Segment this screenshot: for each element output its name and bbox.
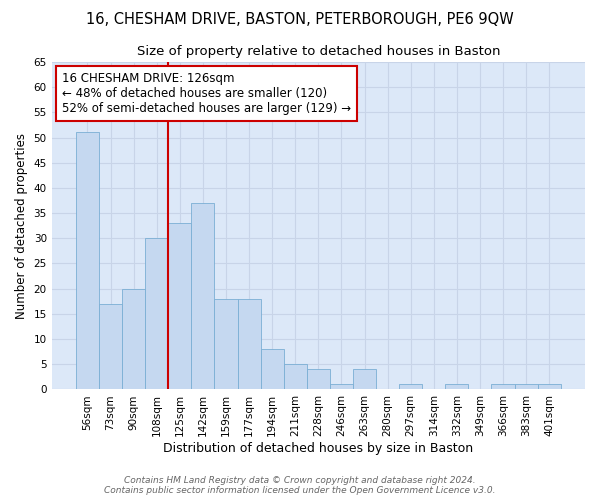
- Bar: [122, 288, 145, 390]
- Bar: [214, 299, 238, 390]
- Bar: [191, 203, 214, 390]
- Bar: [330, 384, 353, 390]
- Bar: [538, 384, 561, 390]
- Y-axis label: Number of detached properties: Number of detached properties: [15, 132, 28, 318]
- Bar: [238, 299, 260, 390]
- Bar: [445, 384, 469, 390]
- Bar: [353, 370, 376, 390]
- Bar: [284, 364, 307, 390]
- Bar: [307, 370, 330, 390]
- Bar: [168, 223, 191, 390]
- Bar: [399, 384, 422, 390]
- Bar: [491, 384, 515, 390]
- Bar: [145, 238, 168, 390]
- Text: Contains HM Land Registry data © Crown copyright and database right 2024.
Contai: Contains HM Land Registry data © Crown c…: [104, 476, 496, 495]
- Title: Size of property relative to detached houses in Baston: Size of property relative to detached ho…: [137, 45, 500, 58]
- Bar: [99, 304, 122, 390]
- Bar: [515, 384, 538, 390]
- Bar: [76, 132, 99, 390]
- Text: 16 CHESHAM DRIVE: 126sqm
← 48% of detached houses are smaller (120)
52% of semi-: 16 CHESHAM DRIVE: 126sqm ← 48% of detach…: [62, 72, 352, 115]
- Bar: [260, 349, 284, 390]
- X-axis label: Distribution of detached houses by size in Baston: Distribution of detached houses by size …: [163, 442, 473, 455]
- Text: 16, CHESHAM DRIVE, BASTON, PETERBOROUGH, PE6 9QW: 16, CHESHAM DRIVE, BASTON, PETERBOROUGH,…: [86, 12, 514, 28]
